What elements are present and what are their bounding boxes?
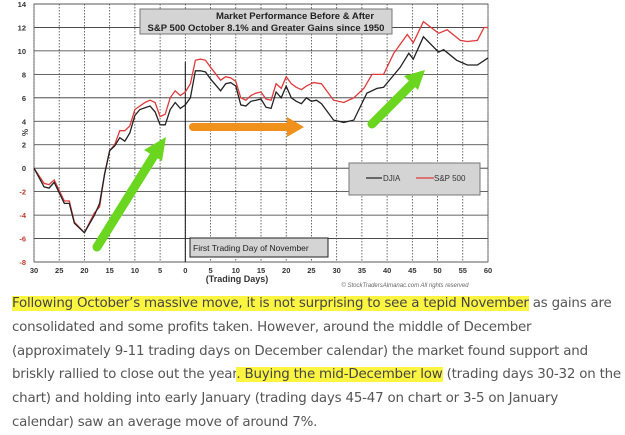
highlight-1: Following October’s massive move, it is … (12, 296, 529, 311)
paragraph-text-2: (trading days 30-32 on the chart) and ho… (12, 367, 621, 430)
series-lines (33, 20, 489, 234)
x-tick-label: 40 (383, 266, 391, 275)
x-tick-label: 25 (307, 266, 315, 275)
y-tick-label: -8 (19, 258, 26, 267)
x-tick-label: 15 (105, 266, 113, 275)
plot-border (33, 3, 489, 263)
x-tick-label: 55 (459, 266, 467, 275)
svg-text:First Trading Day of November: First Trading Day of November (193, 243, 309, 253)
x-axis-label: (Trading Days) (206, 274, 269, 284)
x-tick-label: 30 (30, 266, 38, 275)
x-tick-label: 35 (358, 266, 366, 275)
y-tick-label: 10 (18, 47, 26, 56)
x-tick-label: 60 (484, 266, 492, 275)
x-tick-label: 20 (282, 266, 290, 275)
green-arrow-icon (92, 137, 166, 252)
orange-arrow-icon (189, 117, 304, 137)
x-tick-label: 0 (183, 266, 187, 275)
y-tick-label: 12 (18, 23, 26, 32)
x-tick-label: 25 (55, 266, 63, 275)
green-arrow-icon (367, 70, 425, 129)
x-tick-label: 10 (131, 266, 139, 275)
x-tick-label: 45 (408, 266, 416, 275)
paragraph-text-1: as gains are consolidated and some profi… (12, 296, 612, 383)
chart-title-line1: Market Performance Before & After (216, 11, 374, 22)
x-tick-label: 10 (232, 266, 240, 275)
x-tick-label: 5 (158, 266, 162, 275)
chart-title-box: Market Performance Before & After S&P 50… (139, 8, 393, 35)
y-tick-label: -4 (19, 211, 26, 220)
y-tick-label: 4 (22, 117, 27, 126)
y-tick-label: 14 (18, 0, 27, 9)
grid (33, 3, 489, 263)
y-tick-label: -2 (19, 188, 26, 197)
y-tick-label: 2 (22, 141, 26, 150)
chart-title-line2: S&P 500 October 8.1% and Greater Gains s… (148, 23, 385, 34)
y-tick-label: 8 (22, 70, 26, 79)
legend: DJIA S&P 500 (348, 162, 481, 196)
copyright: © StockTradersAlmanac.com All rights res… (341, 282, 469, 289)
x-tick-label: 20 (80, 266, 88, 275)
x-tick-label: 30 (332, 266, 340, 275)
y-tick-label: 0 (22, 164, 26, 173)
y-tick-label: 6 (22, 94, 26, 103)
legend-sp500: S&P 500 (434, 174, 466, 183)
x-tick-label: 5 (208, 266, 212, 275)
legend-djia: DJIA (383, 174, 401, 183)
series-line-djia (33, 35, 489, 234)
y-axis-label: % (21, 129, 30, 136)
x-tick-label: 15 (257, 266, 265, 275)
highlight-2: . Buying the mid-December low (236, 367, 443, 383)
first-trading-day-annotation: First Trading Day of November (189, 237, 329, 258)
x-tick-label: 50 (433, 266, 441, 275)
y-tick-label: -6 (19, 235, 26, 244)
article-paragraph: Following October’s massive move, it is … (12, 292, 622, 435)
